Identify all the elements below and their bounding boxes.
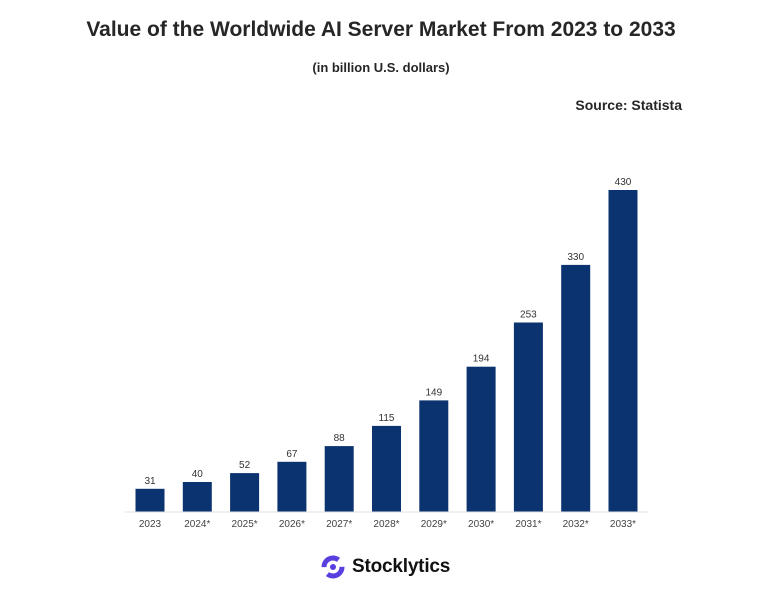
bar-2031: [513, 322, 543, 512]
bar-2030: [466, 366, 496, 512]
brand-name: Stocklytics: [352, 556, 451, 577]
data-label-2030: 194: [473, 354, 490, 365]
bar-2033: [608, 190, 638, 512]
data-label-2025: 52: [239, 460, 251, 471]
x-tick-label-2026: 2026*: [279, 519, 305, 530]
data-label-2031: 253: [520, 310, 537, 321]
x-tick-label-2024: 2024*: [184, 519, 210, 530]
x-tick-label-2023: 2023: [139, 519, 162, 530]
x-tick-label-2030: 2030*: [468, 519, 494, 530]
data-label-2024: 40: [192, 469, 204, 480]
bar-2024: [182, 482, 212, 512]
bar-2028: [372, 425, 401, 512]
data-label-2028: 115: [379, 413, 395, 424]
bar-2026: [277, 461, 307, 512]
chart-subtitle: (in billion U.S. dollars): [312, 60, 450, 75]
x-tick-label-2032: 2032*: [563, 519, 589, 530]
labels-group: 31 2023 40 2024* 52 2025* 67 2026* 88 2027* 115 202…: [139, 177, 636, 530]
stocklytics-logo-icon: [321, 555, 345, 579]
bar-2027: [324, 446, 354, 512]
x-tick-label-2025: 2025*: [232, 519, 258, 530]
bar-2025: [230, 473, 260, 512]
data-label-2026: 67: [286, 449, 298, 460]
x-tick-label-2029: 2029*: [421, 519, 447, 530]
bar-2032: [561, 264, 591, 512]
chart-title: Value of the Worldwide AI Server Market …: [86, 18, 676, 41]
bar-2023: [135, 488, 165, 512]
data-label-2033: 430: [615, 177, 632, 188]
data-label-2023: 31: [144, 476, 156, 487]
data-label-2032: 330: [567, 252, 584, 263]
bars-group: [135, 190, 638, 512]
x-tick-label-2027: 2027*: [326, 519, 352, 530]
brand-logo: Stocklytics: [320, 553, 450, 581]
data-label-2029: 149: [425, 387, 442, 398]
data-label-2027: 88: [334, 433, 346, 444]
x-tick-label-2028: 2028*: [373, 519, 399, 530]
x-tick-label-2033: 2033*: [610, 519, 636, 530]
source-note: Source: Statista: [575, 97, 682, 113]
x-tick-label-2031: 2031*: [515, 519, 541, 530]
bar-2029: [419, 400, 449, 512]
